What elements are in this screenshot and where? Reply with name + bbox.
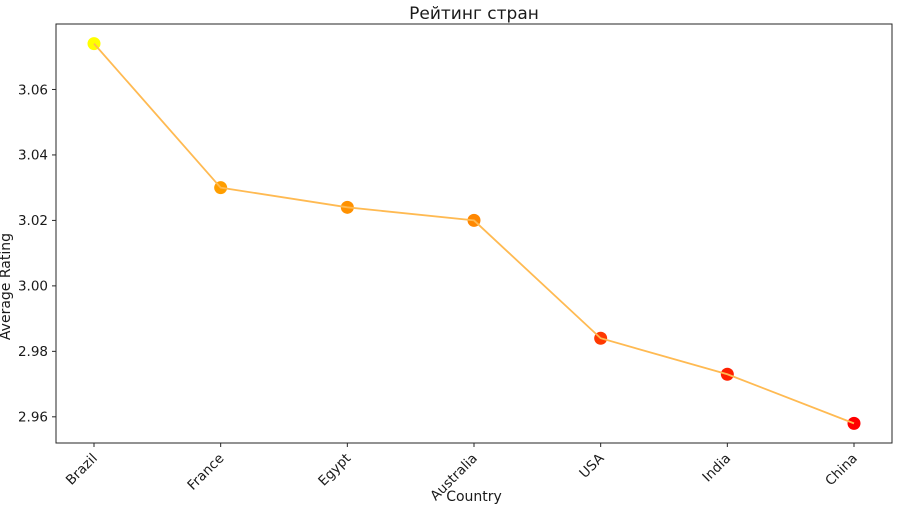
x-tick-label: France <box>184 451 227 494</box>
y-axis-title-text: Average Rating <box>0 232 14 341</box>
y-tick-label: 2.96 <box>18 410 48 426</box>
plot-border <box>55 23 893 444</box>
y-tick-label: 3.00 <box>18 279 48 295</box>
x-tick-label: China <box>822 451 861 490</box>
x-tick-label: USA <box>576 450 608 482</box>
x-tick-label: Egypt <box>315 451 354 490</box>
x-tick-label: India <box>699 451 734 486</box>
y-tick-label: 3.06 <box>18 82 48 98</box>
y-tick-label: 2.98 <box>18 344 48 360</box>
y-tick-label: 3.02 <box>18 213 48 229</box>
x-axis-title: Country <box>446 489 502 505</box>
x-tick-label: Brazil <box>63 451 101 489</box>
trend-line <box>93 43 855 425</box>
chart-title: Рейтинг стран <box>409 4 539 24</box>
y-tick-label: 3.04 <box>18 148 48 164</box>
